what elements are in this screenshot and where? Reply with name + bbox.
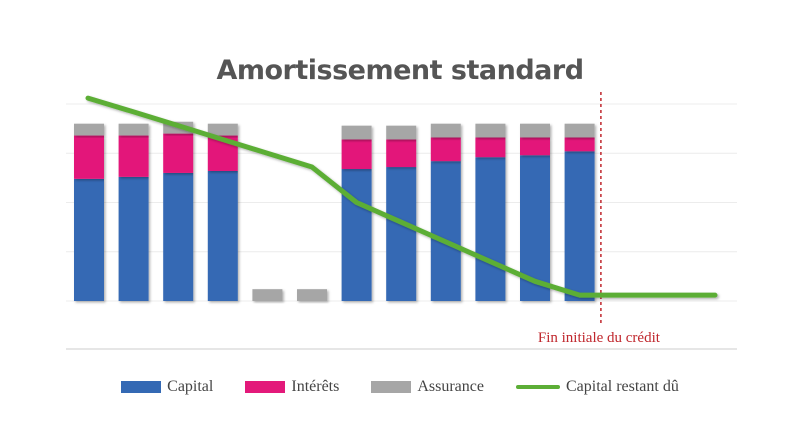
- bar-capital-8: [386, 167, 417, 301]
- bar-assurance-1: [74, 123, 104, 136]
- bar-capital-10: [475, 157, 506, 301]
- annotation-group: Fin initiale du crédit: [538, 92, 661, 346]
- line-series-group: [85, 95, 718, 298]
- bar-intrts-10: [475, 137, 506, 158]
- bar-assurance-7: [341, 125, 372, 140]
- bar-capital-1: [74, 178, 104, 301]
- legend-swatch-assurance: [371, 381, 412, 393]
- bar-capital-7: [341, 169, 372, 301]
- bar-assurance-5: [252, 289, 283, 301]
- legend-swatch-capital-restant: [515, 385, 560, 389]
- legend-label-assurance: Assurance: [417, 378, 484, 395]
- bar-intrts-7: [341, 139, 372, 170]
- bar-assurance-11: [520, 123, 550, 138]
- annotation-label: Fin initiale du crédit: [538, 330, 661, 346]
- bar-intrts-12: [564, 137, 595, 152]
- bar-intrts-2: [118, 135, 149, 177]
- bar-stack-group: [74, 121, 595, 301]
- bar-intrts-3: [163, 133, 194, 173]
- bar-intrts-11: [520, 137, 550, 156]
- bar-assurance-12: [564, 123, 595, 138]
- bar-assurance-10: [475, 123, 506, 138]
- bar-capital-3: [163, 172, 194, 301]
- bar-capital-9: [430, 161, 461, 301]
- legend-item-capital-restant: Capital restant dû: [515, 378, 679, 396]
- legend-swatch-capital: [121, 381, 162, 393]
- legend-label-capital: Capital: [167, 378, 214, 395]
- legend-item-capital: Capital: [121, 378, 213, 396]
- legend-label-capital-restant: Capital restant dû: [565, 378, 679, 395]
- bar-capital-4: [207, 170, 238, 301]
- legend-label-interets: Intérêts: [291, 378, 340, 395]
- legend-item-assurance: Assurance: [371, 378, 484, 396]
- legend-swatch-interets: [245, 381, 286, 393]
- bar-intrts-9: [430, 137, 461, 162]
- bar-assurance-9: [430, 123, 461, 138]
- bar-capital-12: [564, 151, 595, 301]
- bar-capital-2: [118, 176, 149, 301]
- legend-item-interets: Intérêts: [245, 378, 339, 396]
- bar-assurance-4: [207, 123, 238, 136]
- bar-assurance-2: [118, 123, 149, 136]
- bar-intrts-1: [74, 135, 104, 179]
- chart-title: Amortissement standard: [216, 55, 584, 86]
- bar-assurance-8: [386, 125, 417, 140]
- bar-intrts-8: [386, 139, 417, 168]
- bar-assurance-6: [297, 289, 327, 301]
- legend: Capital Intérêts Assurance Capital resta…: [0, 378, 800, 396]
